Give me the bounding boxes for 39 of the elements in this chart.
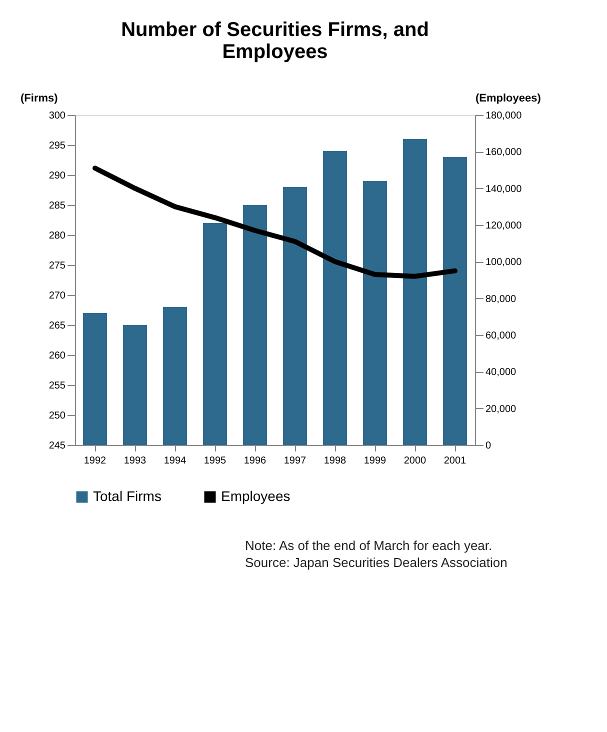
y2-axis-title: (Employees)	[476, 92, 542, 104]
y2-tick-label: 180,000	[486, 110, 522, 122]
y-axis-title: (Firms)	[20, 92, 58, 104]
legend-label: Employees	[221, 488, 290, 504]
legend-label: Total Firms	[93, 488, 162, 504]
x-tick-label: 1994	[164, 456, 187, 466]
y-tick-label: 265	[48, 320, 66, 332]
y-tick-label: 260	[48, 350, 66, 362]
y-tick-label: 290	[48, 170, 66, 182]
y2-tick-label: 0	[486, 440, 492, 452]
y-tick-label: 275	[48, 260, 66, 272]
y2-tick-label: 80,000	[486, 294, 517, 305]
y-tick-label: 285	[48, 200, 66, 212]
x-tick-label: 1992	[84, 456, 107, 466]
y2-tick-label: 60,000	[486, 330, 517, 342]
y-tick-label: 270	[48, 290, 66, 302]
text: Note: As of the end of March for each year.	[245, 538, 492, 553]
y2-tick-label: 160,000	[486, 147, 522, 158]
y2-tick-label: 140,000	[486, 184, 522, 195]
y2-tick-label: 120,000	[486, 220, 522, 232]
x-tick-label: 1993	[124, 456, 147, 466]
y2-tick-label: 40,000	[486, 367, 517, 378]
y-tick-label: 280	[48, 230, 66, 242]
x-tick-label: 2001	[444, 456, 467, 466]
y2-tick-label: 20,000	[486, 404, 517, 415]
x-tick-label: 1996	[244, 456, 267, 466]
y-tick-label: 300	[48, 110, 66, 122]
x-tick-label: 1995	[204, 456, 227, 466]
chart-title: Number of Securities Firms, and Employees	[121, 19, 429, 63]
source-note: Source: Japan Securities Dealers Association	[245, 555, 508, 570]
y-tick-label: 295	[48, 140, 66, 152]
x-tick-label: 2000	[404, 456, 427, 466]
x-tick-label: 1999	[364, 456, 387, 466]
y-tick-label: 255	[48, 380, 66, 392]
x-tick-label: 1998	[324, 456, 347, 466]
y-tick-label: 245	[48, 440, 66, 452]
x-tick-label: 1997	[284, 456, 307, 466]
y2-tick-label: 100,000	[486, 257, 522, 268]
y-tick-label: 250	[48, 410, 66, 422]
